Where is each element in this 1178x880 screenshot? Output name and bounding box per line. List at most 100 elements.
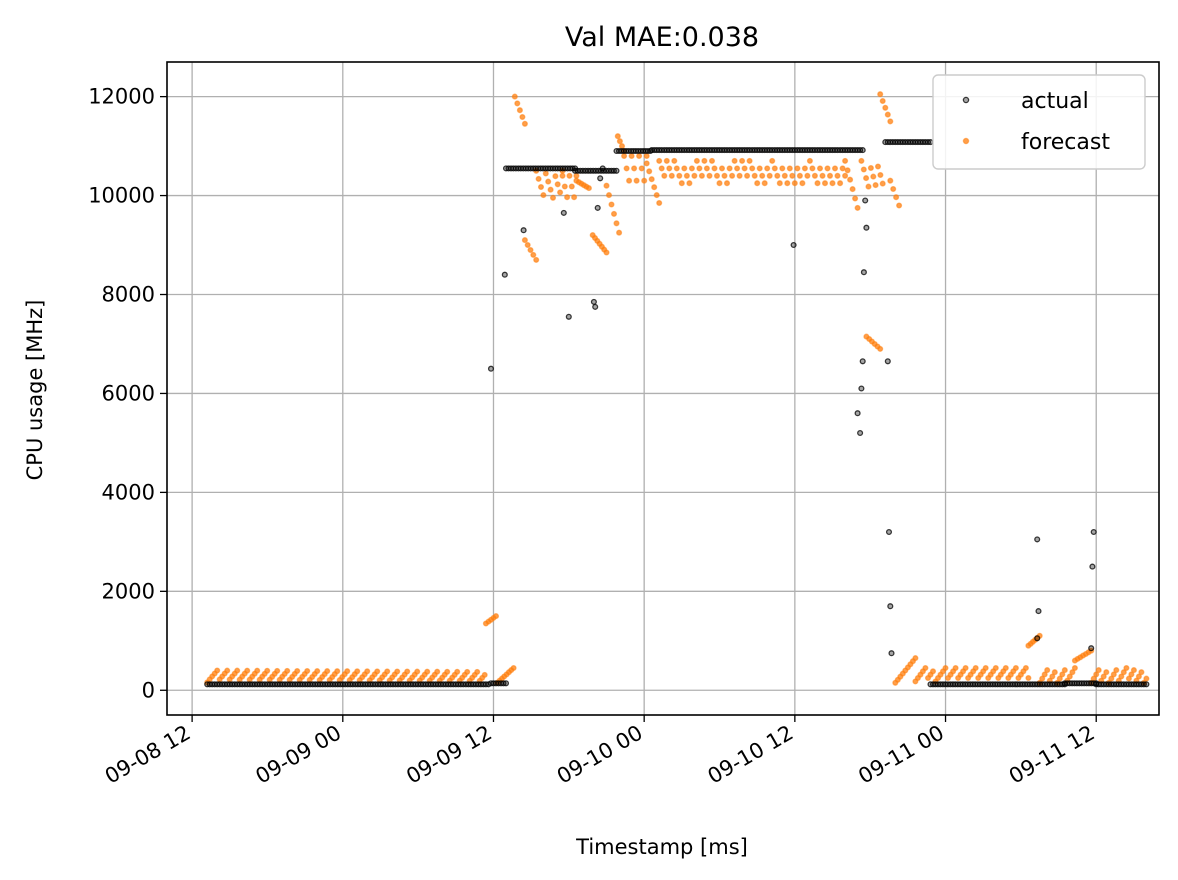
point-forecast — [571, 194, 578, 201]
point-forecast — [304, 667, 311, 675]
point-forecast — [535, 175, 542, 182]
point-forecast — [573, 172, 580, 179]
point-forecast — [821, 180, 829, 187]
point-forecast — [344, 668, 351, 675]
point-forecast — [364, 668, 371, 675]
point-forecast — [865, 183, 872, 190]
point-forecast — [858, 157, 865, 164]
point-forecast — [962, 664, 969, 672]
point-forecast — [688, 165, 695, 172]
point-forecast — [756, 165, 763, 172]
point-forecast — [774, 172, 781, 179]
point-forecast — [912, 655, 919, 662]
point-forecast — [658, 165, 665, 172]
point-forecast — [671, 157, 678, 164]
point-forecast — [614, 133, 621, 140]
point-forecast — [613, 220, 620, 227]
point-forecast — [806, 157, 813, 164]
point-forecast — [1100, 673, 1107, 680]
y-axis-label: CPU usage [MHz] — [23, 300, 47, 481]
point-actual — [863, 224, 870, 231]
point-forecast — [781, 172, 788, 179]
point-actual — [1089, 563, 1096, 570]
point-actual — [502, 680, 510, 687]
point-forecast — [464, 668, 471, 675]
y-axis-ticks: 0 2000 4000 6000 8000 10000 12000 — [88, 85, 167, 702]
point-forecast — [716, 180, 723, 187]
point-forecast — [769, 157, 776, 164]
point-forecast — [454, 668, 461, 675]
point-actual — [487, 365, 495, 372]
point-forecast — [557, 189, 564, 196]
point-forecast — [284, 667, 291, 674]
point-forecast — [492, 613, 500, 620]
point-forecast — [867, 164, 874, 172]
point-forecast — [784, 180, 791, 187]
y-tick-label: 12000 — [88, 85, 155, 109]
point-forecast — [274, 667, 281, 674]
point-forecast — [519, 113, 526, 121]
point-forecast — [1012, 664, 1019, 672]
point-forecast — [1093, 671, 1100, 678]
point-forecast — [739, 157, 746, 164]
point-forecast — [394, 668, 401, 675]
point-forecast — [879, 97, 886, 105]
point-forecast — [789, 172, 796, 179]
point-forecast — [1002, 664, 1009, 672]
point-forecast — [842, 172, 849, 179]
point-actual — [560, 209, 567, 216]
point-forecast — [1118, 673, 1125, 680]
point-forecast — [524, 241, 531, 249]
legend-label-actual: actual — [1021, 89, 1089, 114]
point-forecast — [1130, 667, 1137, 674]
point-forecast — [514, 100, 521, 107]
point-forecast — [870, 173, 877, 180]
point-forecast — [691, 172, 698, 179]
point-forecast — [1110, 671, 1117, 678]
point-forecast — [844, 167, 851, 174]
point-actual — [1035, 608, 1042, 615]
point-forecast — [791, 180, 798, 187]
point-forecast — [683, 172, 690, 179]
point-forecast — [568, 183, 575, 190]
point-forecast — [877, 91, 884, 98]
point-forecast — [264, 667, 271, 674]
point-actual — [888, 650, 895, 657]
point-forecast — [234, 667, 241, 674]
point-forecast — [824, 165, 831, 172]
point-forecast — [863, 175, 870, 182]
point-forecast — [693, 157, 700, 164]
point-forecast — [549, 194, 557, 201]
point-forecast — [641, 177, 648, 184]
point-forecast — [992, 664, 999, 672]
point-forecast — [686, 180, 693, 187]
point-forecast — [540, 192, 547, 199]
point-forecast — [585, 185, 592, 192]
point-forecast — [1108, 675, 1115, 682]
point-actual — [857, 429, 864, 437]
point-forecast — [1123, 664, 1130, 672]
point-forecast — [723, 180, 731, 187]
point-forecast — [564, 194, 571, 201]
point-forecast — [890, 185, 897, 193]
point-forecast — [643, 160, 650, 167]
point-forecast — [547, 186, 554, 193]
point-forecast — [1051, 669, 1058, 676]
point-forecast — [533, 256, 540, 263]
point-forecast — [628, 152, 635, 160]
point-forecast — [929, 668, 937, 675]
chart-title: Val MAE:0.038 — [565, 22, 759, 53]
point-forecast — [942, 664, 949, 672]
point-forecast — [623, 165, 630, 172]
point-forecast — [1059, 671, 1066, 678]
point-forecast — [1044, 667, 1051, 674]
point-forecast — [530, 251, 537, 258]
point-forecast — [656, 199, 663, 207]
point-forecast — [718, 165, 726, 172]
point-forecast — [834, 172, 841, 179]
point-forecast — [872, 182, 879, 189]
point-forecast — [648, 176, 655, 183]
point-actual — [1090, 528, 1097, 536]
point-forecast — [527, 246, 534, 254]
point-forecast — [749, 165, 756, 172]
